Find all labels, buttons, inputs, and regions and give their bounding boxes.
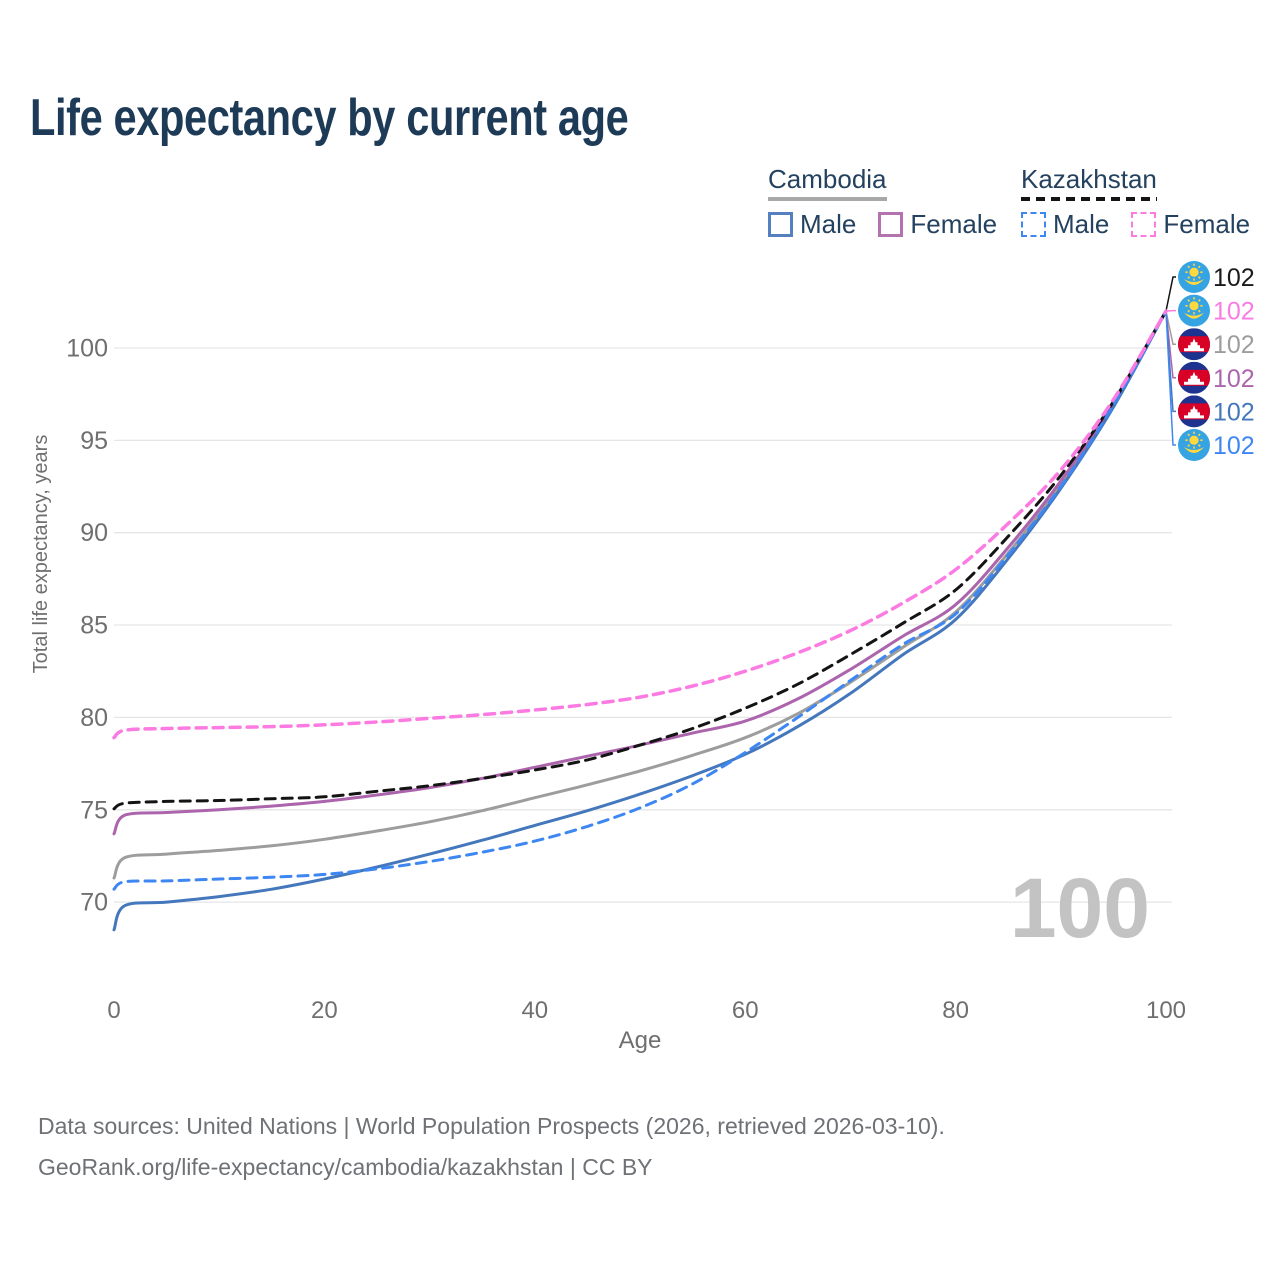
kazakhstan-flag-icon — [1178, 261, 1210, 293]
y-tick-70: 70 — [80, 889, 108, 917]
legend-cambodia-male-label: Male — [800, 209, 857, 239]
end-value-label-cambodia-female: 102 — [1213, 365, 1255, 393]
x-tick-20: 20 — [311, 997, 338, 1024]
y-axis-title: Total life expectancy, years — [30, 435, 52, 674]
legend-group-kazakhstan: Kazakhstan Male Female — [1021, 166, 1272, 237]
y-tick-80: 80 — [80, 704, 108, 732]
legend-swatch-kazakhstan-female — [1131, 211, 1157, 237]
legend-swatch-cambodia-male — [768, 211, 793, 237]
x-tick-0: 0 — [107, 997, 120, 1024]
x-tick-60: 60 — [732, 997, 759, 1024]
end-value-label-kazakhstan-total: 102 — [1213, 264, 1255, 292]
legend-kazakhstan-male-label: Male — [1053, 209, 1110, 239]
legend-swatch-cambodia-female — [878, 211, 904, 237]
footer-data-sources: Data sources: United Nations | World Pop… — [38, 1113, 945, 1139]
series-line-cambodia-male[interactable] — [112, 309, 1168, 932]
footer-link[interactable]: GeoRank.org/life-expectancy/cambodia/kaz… — [38, 1153, 653, 1180]
legend-swatch-kazakhstan-male — [1021, 211, 1046, 237]
x-tick-40: 40 — [521, 997, 548, 1024]
x-tick-100: 100 — [1146, 997, 1186, 1024]
legend-cambodia-title: Cambodia — [768, 166, 887, 201]
end-label-connector-cambodia-female — [1165, 311, 1176, 379]
y-tick-90: 90 — [80, 519, 108, 547]
legend-kazakhstan-female-label: Female — [1163, 209, 1251, 239]
end-label-connector-cambodia-total — [1165, 310, 1176, 345]
page-title: Life expectancy by current age — [30, 89, 629, 147]
y-tick-100: 100 — [66, 335, 108, 363]
x-tick-80: 80 — [942, 997, 969, 1024]
end-label-connector-kazakhstan-male — [1165, 311, 1176, 446]
cambodia-flag-icon — [1178, 361, 1210, 394]
footer: Data sources: United Nations | World Pop… — [38, 1106, 945, 1188]
end-label-connector-kazakhstan-total — [1165, 276, 1176, 312]
legend-kazakhstan-title: Kazakhstan — [1021, 166, 1157, 201]
end-value-label-cambodia-male: 102 — [1213, 398, 1255, 426]
y-tick-95: 95 — [80, 427, 108, 455]
end-label-connector-kazakhstan-female — [1165, 309, 1176, 312]
kazakhstan-flag-icon — [1178, 294, 1210, 327]
cambodia-flag-icon — [1178, 328, 1210, 361]
end-value-label-cambodia-total: 102 — [1213, 331, 1255, 359]
series-line-cambodia-female[interactable] — [112, 309, 1168, 836]
end-value-label-kazakhstan-female: 102 — [1213, 298, 1255, 326]
series-line-kazakhstan-total[interactable] — [112, 309, 1168, 811]
y-tick-75: 75 — [80, 796, 108, 824]
legend-group-cambodia: Cambodia Male Female — [768, 166, 1019, 237]
kazakhstan-flag-icon — [1178, 429, 1210, 461]
end-value-label-kazakhstan-male: 102 — [1213, 432, 1255, 460]
series-line-kazakhstan-female[interactable] — [112, 309, 1168, 740]
x-axis-title: Age — [619, 1027, 662, 1054]
series-line-kazakhstan-male[interactable] — [112, 309, 1168, 891]
y-tick-85: 85 — [80, 612, 108, 640]
legend-cambodia-female-label: Female — [910, 209, 998, 239]
cambodia-flag-icon — [1178, 395, 1210, 428]
